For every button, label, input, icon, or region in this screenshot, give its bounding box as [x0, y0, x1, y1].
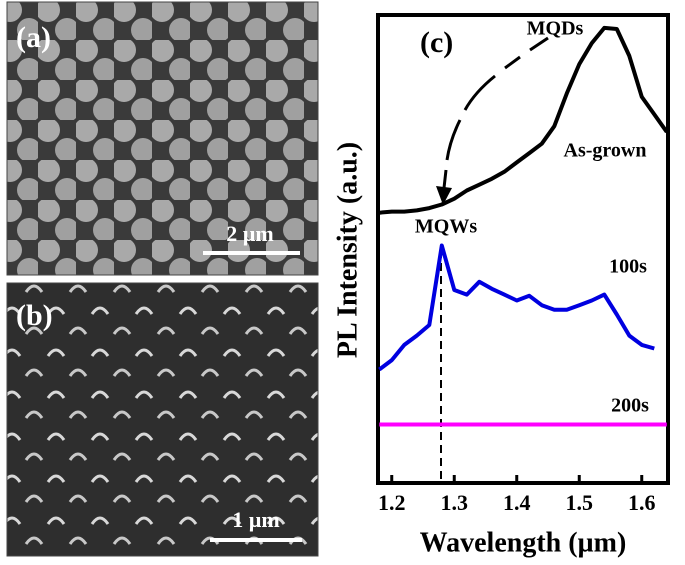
x-tick-label: 1.2	[378, 490, 406, 515]
sem-image-a	[6, 1, 319, 276]
annotation: MQDs	[527, 18, 584, 40]
scale-bar-label: 2 µm	[226, 221, 274, 246]
series-line	[378, 243, 655, 372]
x-tick-label: 1.4	[503, 490, 531, 515]
y-axis-label: PL Intensity (a.u.)	[332, 142, 363, 358]
series-line	[379, 25, 669, 215]
scale-bar-label: 1 µm	[232, 507, 280, 532]
panel-label: (c)	[420, 26, 453, 59]
x-tick-label: 1.3	[441, 490, 469, 515]
series-label: 200s	[611, 395, 649, 417]
sem-image-b	[6, 282, 319, 557]
x-tick-label: 1.6	[628, 490, 656, 515]
annotation: MQWs	[415, 216, 477, 238]
dashed-arrow	[442, 36, 549, 189]
panel-label: (b)	[16, 299, 53, 332]
arrow-head	[436, 186, 452, 205]
plot-frame	[376, 13, 670, 485]
series-label: 100s	[609, 256, 647, 278]
series-label: As-grown	[564, 140, 647, 162]
x-tick-label: 1.5	[566, 490, 594, 515]
x-axis-label: Wavelength (µm)	[420, 527, 627, 558]
panel-label: (a)	[16, 21, 51, 54]
